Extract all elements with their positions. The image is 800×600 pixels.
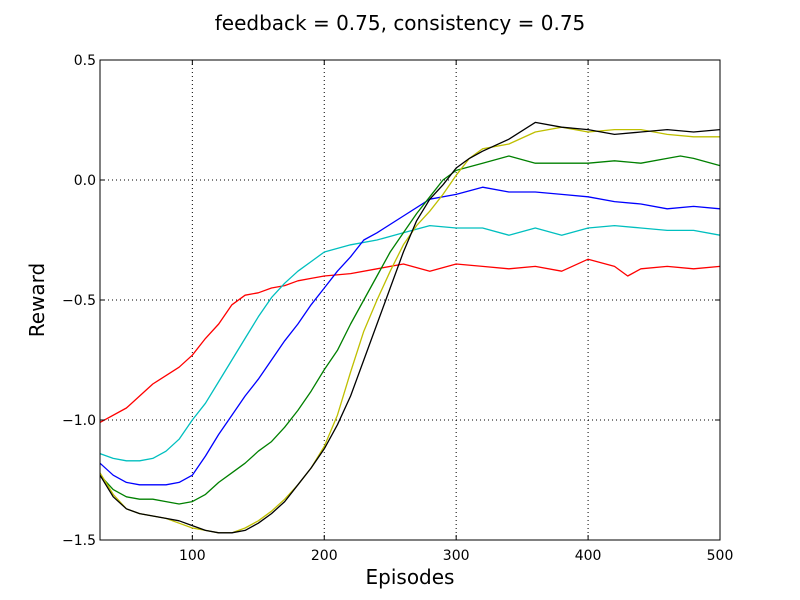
y-tick-label: −1.0 (62, 413, 96, 429)
y-tick-label: 0.0 (74, 173, 96, 189)
x-tick-label: 100 (179, 548, 206, 564)
x-tick-label: 200 (311, 548, 338, 564)
ticks (100, 59, 721, 541)
x-tick-labels: 100 200 300 400 500 (179, 548, 733, 564)
series-line-2 (99, 224, 721, 462)
y-tick-label: −1.5 (62, 533, 96, 549)
x-tick-label: 400 (575, 548, 602, 564)
series-line-5 (99, 126, 720, 534)
chart-title: feedback = 0.75, consistency = 0.75 (215, 11, 586, 35)
x-tick-label: 300 (443, 548, 470, 564)
x-axis-label: Episodes (366, 565, 455, 589)
series-group (99, 121, 721, 534)
series-line-1 (99, 258, 721, 423)
y-tick-label: −0.5 (62, 293, 96, 309)
y-tick-labels: −1.5 −1.0 −0.5 0.0 0.5 (62, 53, 96, 549)
series-line-3 (99, 186, 721, 486)
series-line-6 (99, 121, 721, 534)
series-line-4 (99, 155, 721, 505)
y-axis-label: Reward (25, 263, 49, 337)
grid (100, 60, 720, 540)
x-tick-label: 500 (707, 548, 734, 564)
y-tick-label: 0.5 (74, 53, 96, 69)
